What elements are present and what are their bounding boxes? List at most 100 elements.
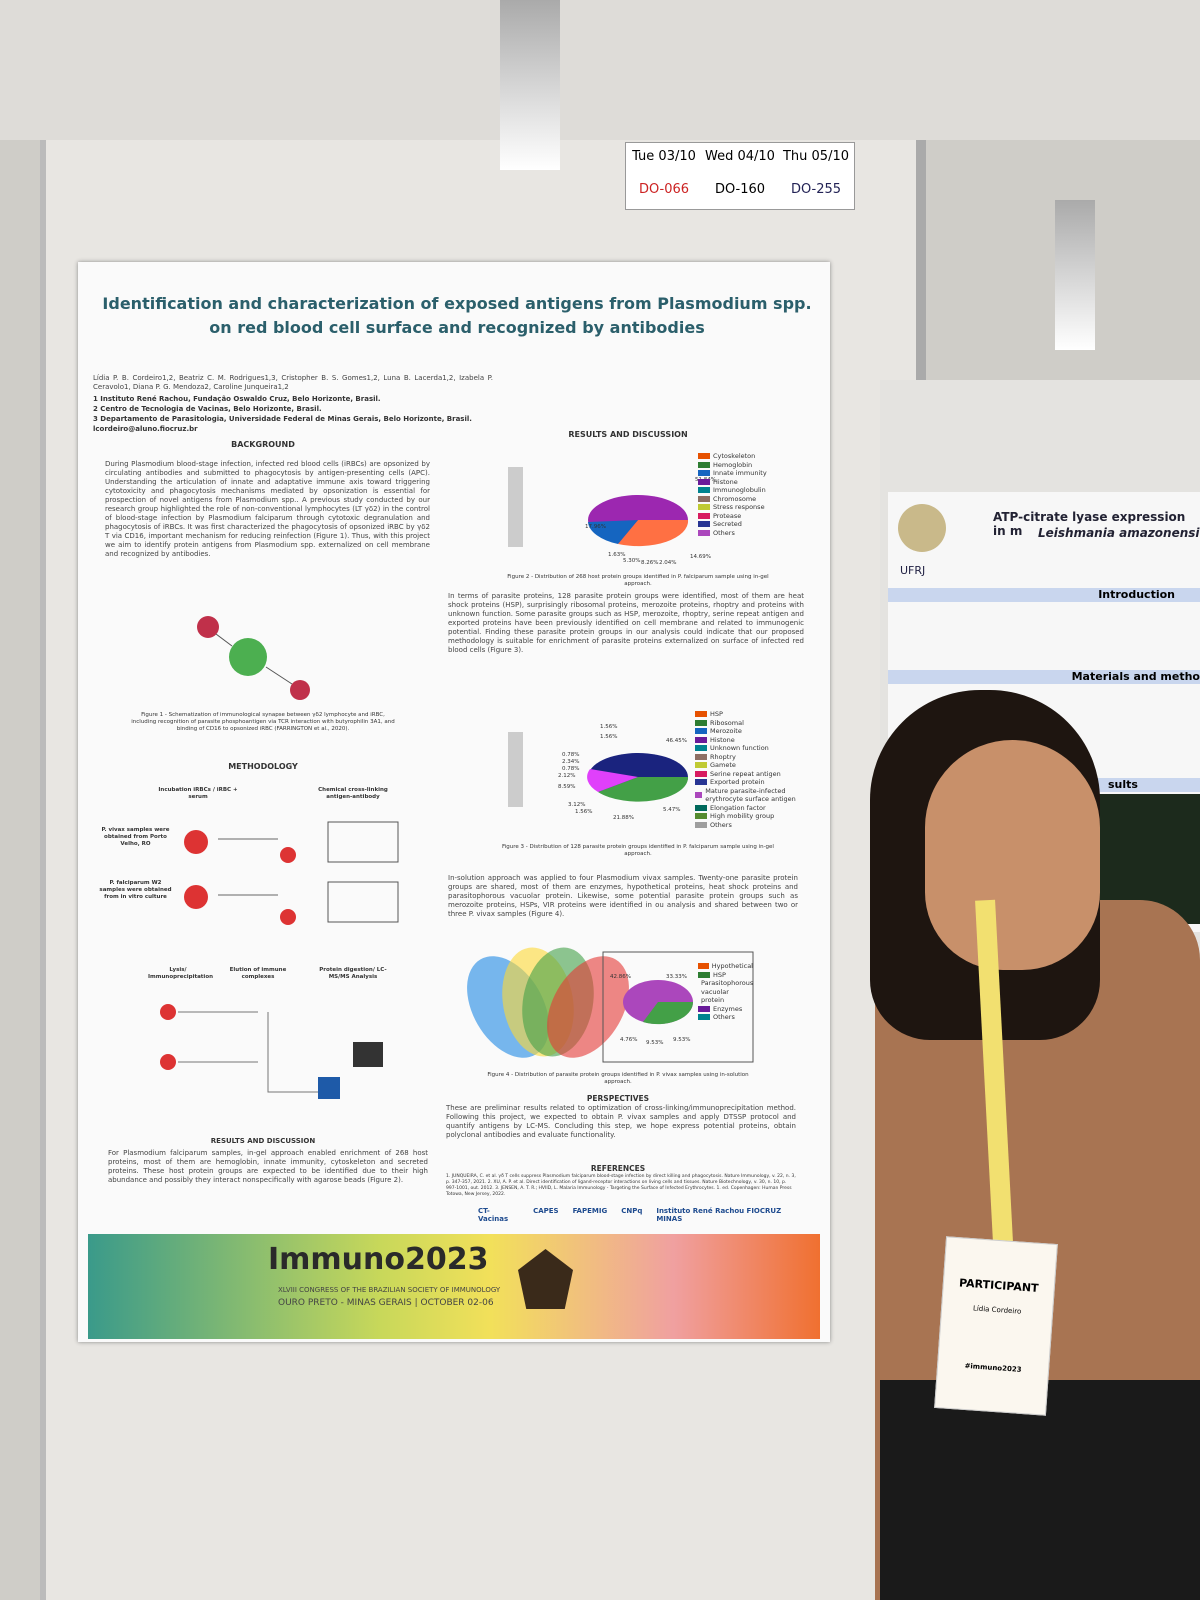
legend-swatch <box>698 971 710 978</box>
legend-swatch <box>698 1005 710 1012</box>
legend-item: Rhoptry <box>695 753 810 762</box>
badge: PARTICIPANT Lídia Cordeiro #immuno2023 <box>934 1236 1058 1416</box>
legend-swatch <box>695 770 707 777</box>
footer-place: OURO PRETO - MINAS GERAIS | OCTOBER 02-0… <box>278 1298 494 1308</box>
legend-item: Elongation factor <box>695 804 810 813</box>
legend: Hypothetical HSP Parasitophorous vacuolar … <box>698 962 753 1022</box>
legend-label: Mature parasite-infected erythrocyte sur… <box>705 786 796 804</box>
affiliation: 3 Departamento de Parasitologia, Univers… <box>93 415 472 423</box>
legend-swatch <box>698 453 710 460</box>
legend-item: Gamete <box>695 761 810 770</box>
legend-label: Hypothetical <box>711 962 753 970</box>
legend-label: Enzymes <box>713 1004 743 1013</box>
paragraph: In-solution approach was applied to four… <box>448 874 798 918</box>
pie-label: 5.30% <box>623 558 641 564</box>
poster-title: Identification and characterization of e… <box>92 292 822 340</box>
legend-label: Exported protein <box>710 778 765 786</box>
pie-label: 17.96% <box>585 524 606 530</box>
legend-swatch <box>698 495 710 502</box>
legend-item: High mobility group <box>695 812 810 821</box>
badge-name: Lídia Cordeiro <box>972 1304 1022 1316</box>
legend-label: Others <box>713 1013 735 1021</box>
pie-label: 1.56% <box>600 724 618 730</box>
legend-item: Cytoskeleton <box>698 452 767 461</box>
figure-3 <box>508 732 689 807</box>
figure-caption: Figure 1 - Schematization of immunologic… <box>131 712 395 732</box>
legend-swatch <box>698 521 710 528</box>
figure-1 <box>197 616 310 700</box>
lantern-icon <box>518 1249 573 1309</box>
title-line: Identification and characterization of e… <box>102 294 812 313</box>
legend-label: Others <box>713 528 735 537</box>
pie-label: 8.26% <box>641 560 659 566</box>
pie-label: 0.78% <box>562 766 580 772</box>
affiliation: 1 Instituto René Rachou, Fundação Oswald… <box>93 395 381 403</box>
legend-swatch <box>698 963 709 970</box>
legend-item: Ribosomal <box>695 719 810 728</box>
legend-label: Immunoglobulin <box>713 486 766 494</box>
legend-label: Histone <box>710 735 735 744</box>
pie-label: 3.12% <box>568 802 586 808</box>
legend-label: Parasitophorous vacuolar protein <box>701 979 754 1004</box>
legend-item: Parasitophorous vacuolar protein <box>698 979 753 1005</box>
legend-label: Rhoptry <box>710 752 736 761</box>
legend-item: Stress response <box>698 503 767 512</box>
person-legs <box>880 1380 1200 1600</box>
affiliation: 2 Centro de Tecnologia de Vacinas, Belo … <box>93 405 322 413</box>
legend-swatch <box>698 487 710 494</box>
legend-swatch <box>695 804 707 811</box>
workflow-step: Lysis/ Immunoprecipitation <box>148 967 214 980</box>
legend-label: Unknown function <box>710 744 769 752</box>
legend-item: Innate immunity <box>698 469 767 478</box>
legend-label: Stress response <box>713 503 765 511</box>
legend-label: Hemoglobin <box>713 460 753 469</box>
legend-label: HSP <box>710 710 723 718</box>
legend-item: Histone <box>695 736 810 745</box>
legend-item: Unknown function <box>695 744 810 753</box>
pie-label: 1.56% <box>600 734 618 740</box>
section-heading: BACKGROUND <box>231 440 295 449</box>
legend-swatch <box>698 1014 710 1021</box>
pie-label: 2.04% <box>659 560 677 566</box>
legend-item: Others <box>695 821 810 830</box>
legend-swatch <box>698 504 710 511</box>
legend-swatch <box>695 792 703 798</box>
legend-label: Secreted <box>713 520 742 528</box>
pie-label: 5.47% <box>663 807 681 813</box>
pie-label: 9.53% <box>673 1037 691 1043</box>
badge-tag: #immuno2023 <box>964 1361 1022 1374</box>
pie-label: 42.86% <box>610 974 631 980</box>
logo: CAPES <box>533 1207 559 1215</box>
legend-label: Cytoskeleton <box>713 452 756 460</box>
schedule-sign: Tue 03/10 Wed 04/10 Thu 05/10 DO-066 DO-… <box>625 142 855 210</box>
day: Thu 05/10 <box>782 149 849 164</box>
pie-label: 2.12% <box>558 773 576 779</box>
figure-4 <box>467 947 754 1063</box>
section-heading: RESULTS AND DISCUSSION <box>210 1137 316 1145</box>
legend-swatch <box>698 470 710 477</box>
neighbor-subtitle: Leishmania amazonensi <box>1038 526 1200 540</box>
step: Chemical cross-linking antigen-antibody <box>318 787 388 800</box>
legend-swatch <box>698 461 710 468</box>
section-heading: METHODOLOGY <box>228 762 298 771</box>
legend: HSP Ribosomal Merozoite Histone Unknown func… <box>695 710 810 829</box>
paragraph: For Plasmodium falciparum samples, in-ge… <box>108 1149 428 1184</box>
legend-label: Innate immunity <box>713 469 767 477</box>
legend-item: Hemoglobin <box>698 461 767 470</box>
pie-label: 4.76% <box>620 1037 638 1043</box>
paragraph: In terms of parasite proteins, 128 paras… <box>448 592 804 654</box>
footer-banner: Immuno2023 XLVIII CONGRESS OF THE BRAZIL… <box>88 1234 820 1339</box>
section-heading: Introduction <box>888 588 1200 602</box>
code: DO-160 <box>714 182 766 197</box>
paragraph: These are preliminar results related to … <box>446 1104 796 1139</box>
legend-swatch <box>698 478 710 485</box>
legend-item: Mature parasite-infected erythrocyte sur… <box>695 787 810 804</box>
legend-label: Protease <box>713 511 742 520</box>
neighbor-logo: UFRJ <box>900 564 926 577</box>
legend-item: Others <box>698 1013 753 1022</box>
legend-label: High mobility group <box>710 812 775 820</box>
references: 1. JUNQUEIRA, C. et al. γδ T cells suppr… <box>446 1174 796 1197</box>
poster: Identification and characterization of e… <box>78 262 830 1342</box>
footer-name: Immuno2023 <box>268 1242 489 1277</box>
